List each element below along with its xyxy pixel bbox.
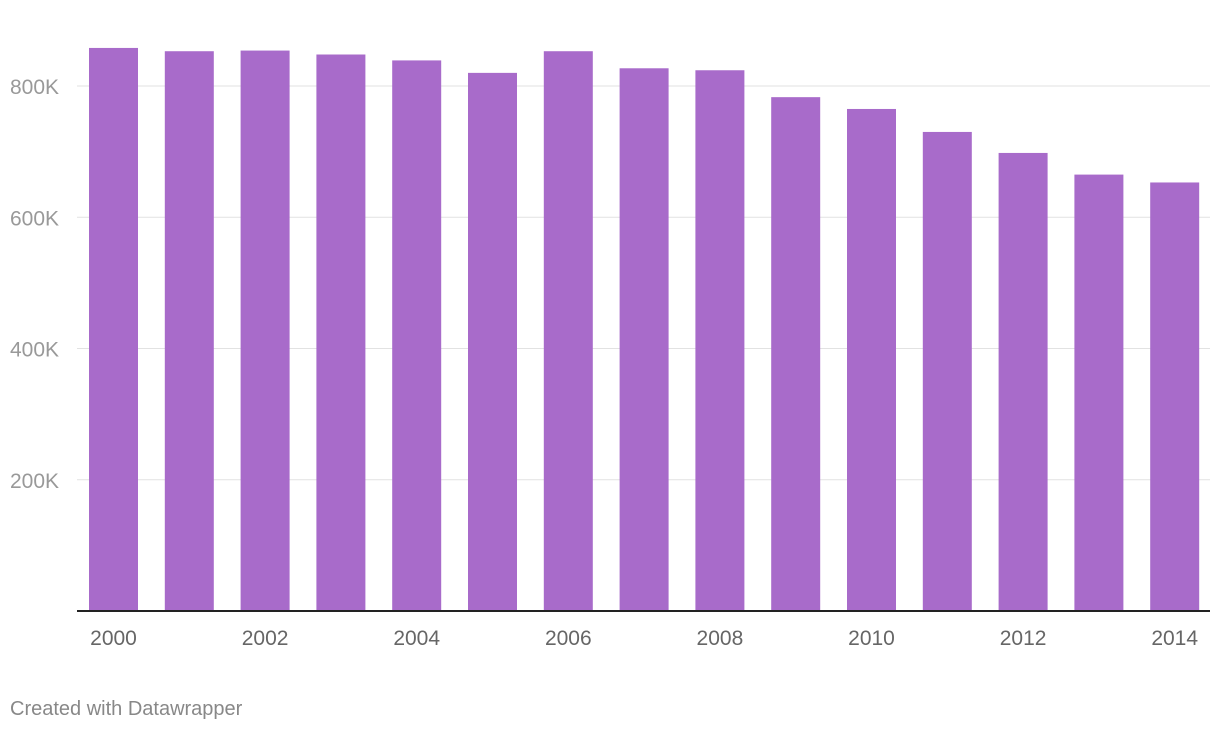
bar-2000 bbox=[89, 47, 138, 611]
bars bbox=[89, 47, 1200, 611]
bar-2001 bbox=[164, 51, 214, 611]
y-tick-label: 800K bbox=[10, 76, 59, 99]
x-tick-label: 2002 bbox=[242, 627, 289, 650]
credit-text: Created with Datawrapper bbox=[10, 698, 243, 720]
bar-2007 bbox=[619, 68, 669, 611]
x-tick-label: 2012 bbox=[1000, 627, 1047, 650]
y-tick-label: 200K bbox=[10, 470, 59, 493]
bar-chart: 200K 400K 600K 800K 2000 2002 2004 2006 2008 201… bbox=[10, 47, 1210, 650]
bar-2009 bbox=[771, 97, 821, 611]
bar-2006 bbox=[543, 51, 593, 611]
x-tick-label: 2010 bbox=[848, 627, 895, 650]
x-tick-label: 2006 bbox=[545, 627, 592, 650]
bar-2010 bbox=[847, 108, 896, 611]
x-tick-label: 2000 bbox=[90, 627, 137, 650]
y-tick-label: 400K bbox=[10, 339, 59, 362]
bar-2012 bbox=[998, 152, 1048, 611]
chart-canvas: 200K 400K 600K 800K 2000 2002 2004 2006 2008 201… bbox=[10, 47, 1210, 650]
bar-2013 bbox=[1074, 174, 1124, 611]
bar-2002 bbox=[240, 50, 290, 611]
bar-2014 bbox=[1150, 182, 1200, 611]
bar-2008 bbox=[695, 70, 745, 611]
x-tick-label: 2004 bbox=[393, 627, 440, 650]
bar-2011 bbox=[922, 131, 972, 611]
x-tick-label: 2014 bbox=[1151, 627, 1198, 650]
axes: 2000 2002 2004 2006 2008 2010 2012 2014 bbox=[77, 610, 1210, 650]
bar-2003 bbox=[316, 54, 366, 611]
x-tick-label: 2008 bbox=[697, 627, 744, 650]
y-tick-label: 600K bbox=[10, 207, 59, 230]
bar-2005 bbox=[468, 72, 517, 611]
bar-2004 bbox=[392, 60, 442, 611]
